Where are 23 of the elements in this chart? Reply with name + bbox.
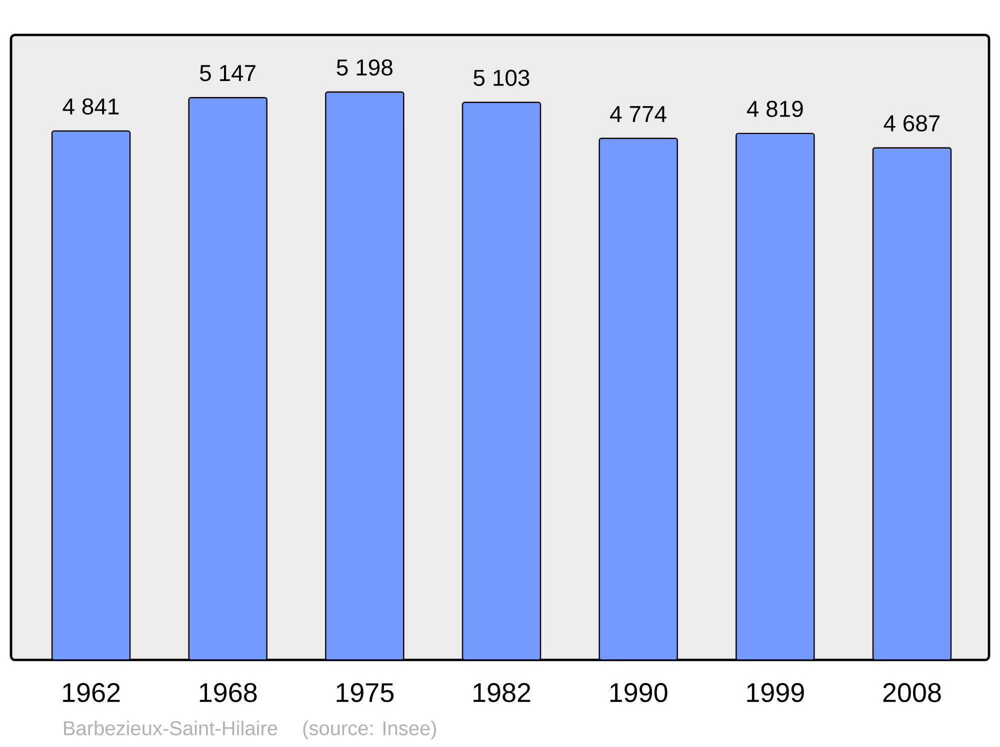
x-tick-label: 1968 xyxy=(200,683,257,702)
x-tick-label: 1982 xyxy=(474,683,530,702)
data-label: 5 198 xyxy=(336,59,392,76)
x-tick-label: 2008 xyxy=(883,683,941,702)
text: Barbezieux-Saint-Hilaire xyxy=(64,720,278,736)
data-label: 4 819 xyxy=(746,100,803,118)
data-label: 5 103 xyxy=(474,70,530,86)
bar xyxy=(188,96,268,660)
x-tick-label: 1975 xyxy=(336,683,394,702)
text: (source: Insee) xyxy=(303,720,436,740)
bar xyxy=(872,147,952,660)
bar xyxy=(51,130,131,660)
bar xyxy=(736,132,815,660)
data-label: 4 774 xyxy=(610,106,666,122)
data-label: 5 147 xyxy=(200,65,256,82)
x-tick-label: 1990 xyxy=(610,683,668,702)
data-label: 4 687 xyxy=(884,115,940,132)
bar xyxy=(325,91,404,660)
x-tick-label: 1999 xyxy=(747,683,804,702)
bar xyxy=(462,102,542,660)
data-label: 4 841 xyxy=(62,98,119,115)
x-tick-label: 1962 xyxy=(63,683,120,702)
bar xyxy=(598,138,678,660)
